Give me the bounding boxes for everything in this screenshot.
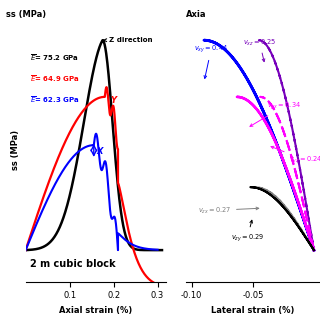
- Text: Axia: Axia: [186, 10, 206, 19]
- Text: $\mathit{v}_{xy}=0.44$: $\mathit{v}_{xy}=0.44$: [194, 44, 228, 78]
- Y-axis label: ss (MPa): ss (MPa): [11, 130, 20, 171]
- X-axis label: Lateral strain (%): Lateral strain (%): [211, 306, 294, 315]
- Text: $\mathit{v}_{zy}=0.29$: $\mathit{v}_{zy}=0.29$: [231, 220, 264, 244]
- Text: $\mathit{v}_{yz}=0.24$: $\mathit{v}_{yz}=0.24$: [271, 146, 320, 166]
- Text: $\mathit{v}_{yx}=0.34$: $\mathit{v}_{yx}=0.34$: [250, 100, 301, 126]
- Text: ss (MPa): ss (MPa): [6, 10, 46, 19]
- Text: $\overline{E}$= 62.3 GPa: $\overline{E}$= 62.3 GPa: [30, 94, 79, 105]
- Text: X: X: [96, 147, 102, 156]
- Text: $\mathit{v}_{zx}=0.27$: $\mathit{v}_{zx}=0.27$: [198, 205, 259, 216]
- Text: $\mathit{v}_{xz}=0.25$: $\mathit{v}_{xz}=0.25$: [243, 37, 276, 62]
- Text: Z direction: Z direction: [103, 37, 153, 43]
- X-axis label: Axial strain (%): Axial strain (%): [60, 306, 132, 315]
- Text: 2 m cubic block: 2 m cubic block: [30, 259, 116, 269]
- Text: Y: Y: [110, 96, 117, 105]
- Text: $\overline{E}$= 64.9 GPa: $\overline{E}$= 64.9 GPa: [30, 74, 79, 84]
- Text: $\overline{E}$= 75.2 GPa: $\overline{E}$= 75.2 GPa: [30, 52, 79, 63]
